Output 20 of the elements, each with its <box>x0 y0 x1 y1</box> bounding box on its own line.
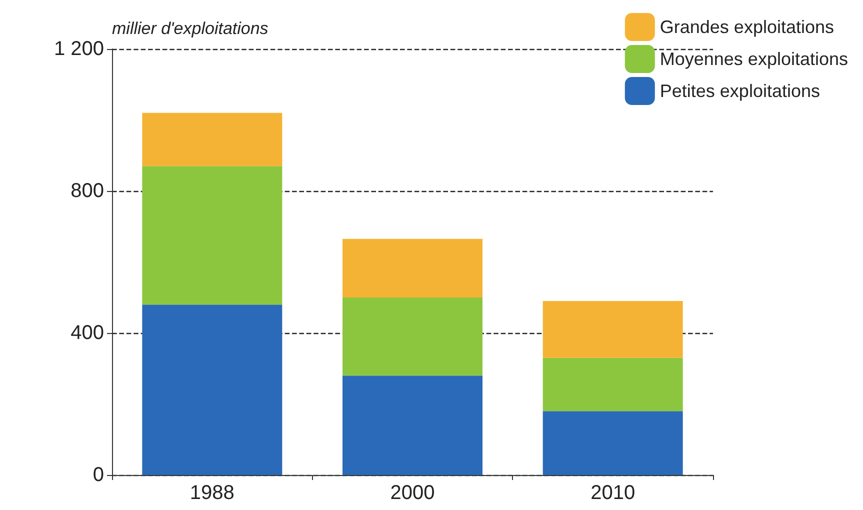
y-tick-label: 1 200 <box>54 38 104 60</box>
legend-label: Grandes exploitations <box>660 17 834 37</box>
x-tick-label: 1988 <box>190 482 234 504</box>
bar <box>542 411 683 475</box>
x-tick-label: 2010 <box>590 482 636 504</box>
bar <box>342 376 482 475</box>
bar <box>142 304 282 475</box>
bar <box>142 112 282 166</box>
bar <box>542 358 683 412</box>
y-tick-label: 400 <box>70 322 104 344</box>
legend-label: Petites exploitations <box>660 81 820 101</box>
y-tick-label: 0 <box>92 464 104 486</box>
bar <box>342 298 482 376</box>
x-tick-label: 2000 <box>390 482 435 504</box>
legend-label: Moyennes exploitations <box>660 49 848 69</box>
bar <box>142 166 282 305</box>
y-tick-label: 800 <box>70 180 104 202</box>
y-axis-title: millier d'exploitations <box>112 19 269 38</box>
bar <box>542 301 683 358</box>
bar <box>342 238 482 298</box>
